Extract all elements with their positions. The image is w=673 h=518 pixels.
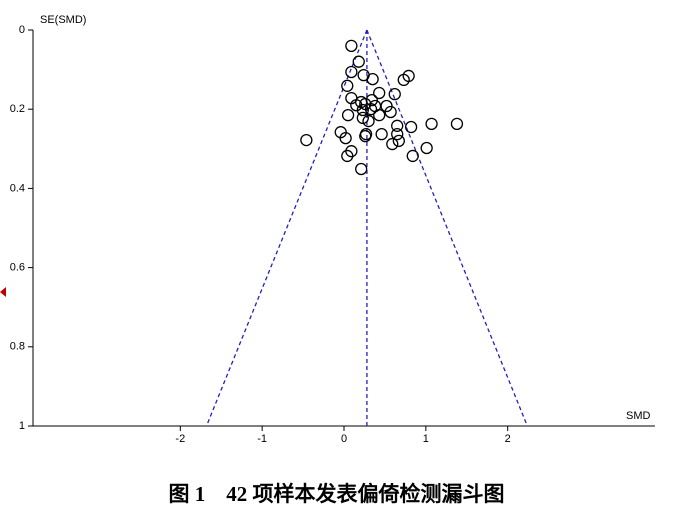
x-tick-label: 1 (423, 433, 429, 445)
point (300, 133, 313, 147)
point (406, 149, 419, 163)
point (391, 127, 404, 141)
y-tick-label: 1 (19, 420, 25, 432)
point (386, 137, 399, 151)
caption: 图 1 42 项样本发表偏倚检测漏斗图 (168, 482, 505, 506)
y-tick-label: 0 (19, 24, 25, 36)
y-tick-label: 0.4 (10, 182, 25, 194)
point (341, 149, 354, 163)
x-tick-label: -2 (175, 433, 185, 445)
point (345, 65, 358, 79)
point (359, 129, 372, 143)
y-tick-label: 0.8 (10, 341, 25, 353)
point (345, 145, 358, 158)
funnel-limit (366, 29, 528, 427)
point (373, 86, 386, 100)
point (425, 117, 438, 131)
x-axis-label: SMD (626, 410, 651, 422)
point (366, 72, 379, 86)
point (364, 103, 378, 116)
point (339, 131, 352, 145)
y-axis-label: SE(SMD) (40, 14, 86, 26)
point (355, 162, 368, 176)
point (350, 99, 363, 112)
y-tick-label: 0.2 (10, 103, 25, 115)
point (391, 119, 404, 132)
x-tick-label: -1 (257, 433, 267, 445)
point (362, 114, 375, 128)
x-tick-label: 2 (505, 433, 511, 445)
funnel-limit (205, 29, 368, 427)
point (375, 127, 388, 141)
point (388, 88, 401, 101)
scroll-marker (0, 287, 6, 297)
point (345, 39, 358, 52)
chart: SE(SMD) SMD 0 0.2 0.4 0.6 0.8 1 -2 -1 0 1 2 (0, 14, 655, 445)
y-tick-label: 0.6 (10, 262, 25, 274)
point (392, 134, 405, 148)
point (397, 73, 410, 87)
point (404, 120, 418, 134)
point (450, 117, 464, 131)
point (341, 79, 354, 92)
point (373, 108, 386, 122)
point (356, 111, 369, 125)
x-tick-label: 0 (341, 433, 347, 445)
point (352, 55, 365, 68)
point (384, 105, 397, 119)
point (420, 141, 433, 155)
point (341, 108, 355, 122)
point (365, 93, 378, 107)
